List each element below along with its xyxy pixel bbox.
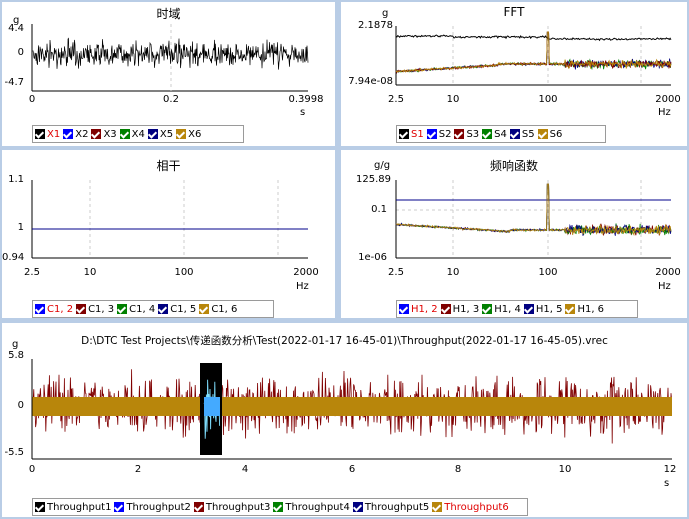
- throughput-panel: D:\DTC Test Projects\传递函数分析\Test(2022-01…: [2, 323, 687, 517]
- time-ytick: 4.4: [8, 23, 24, 34]
- coh-xtick: 100: [174, 267, 194, 278]
- coh-ytick: 1.1: [8, 174, 24, 185]
- frf-xtick: 2000: [655, 267, 681, 278]
- legend-item[interactable]: S1: [399, 129, 424, 140]
- fft-plot: [395, 26, 672, 86]
- time-xtick: 0: [28, 94, 36, 105]
- throughput-xtick: 6: [348, 464, 356, 475]
- legend-item[interactable]: Throughput6: [432, 502, 509, 513]
- legend-item[interactable]: X1: [35, 129, 60, 140]
- coh-ytick: 1: [17, 222, 24, 233]
- throughput-legend: Throughput1 Throughput2 Throughput3 Thro…: [32, 498, 528, 516]
- throughput-xtick: 2: [134, 464, 142, 475]
- time-ytick: 0: [17, 47, 24, 58]
- time-unit-y: g: [13, 15, 20, 26]
- coh-xtick: 10: [83, 267, 97, 278]
- fft-xtick: 2000: [655, 94, 681, 105]
- legend-item[interactable]: X5: [147, 129, 173, 140]
- throughput-ytick: 5.8: [8, 350, 24, 361]
- fft-xtick: 10: [446, 94, 460, 105]
- coh-xtick: 2000: [293, 267, 319, 278]
- legend-item[interactable]: X2: [63, 129, 88, 140]
- frf-x-unit: Hz: [658, 281, 671, 292]
- frf-panel: 频响函数 g/g 125.89 0.1 1e-06 2.5 10 100 200…: [341, 150, 687, 318]
- throughput-xtick: 10: [558, 464, 572, 475]
- legend-item[interactable]: C1, 4: [117, 304, 155, 315]
- legend-item[interactable]: X4: [119, 129, 145, 140]
- coh-xtick: 2.5: [24, 267, 40, 278]
- legend-item[interactable]: Throughput1: [35, 502, 111, 513]
- legend-item[interactable]: Throughput4: [273, 502, 350, 513]
- frf-xtick: 10: [446, 267, 460, 278]
- coherence-panel: 相干 1.1 1 0.94 2.5 10 100 2000 Hz C1, 2 C…: [2, 150, 335, 318]
- throughput-unit-y: g: [12, 339, 19, 350]
- coherence-plot: [31, 180, 308, 259]
- frf-title: 频响函数: [489, 159, 538, 173]
- legend-item[interactable]: C1, 6: [199, 304, 237, 315]
- fft-title: FFT: [503, 5, 525, 19]
- time-plot: [31, 24, 309, 92]
- legend-item[interactable]: H1, 4: [482, 304, 521, 315]
- fft-ytick: 7.94e-08: [348, 76, 393, 87]
- throughput-xtick: 4: [241, 464, 249, 475]
- throughput-xtick: 12: [663, 464, 677, 475]
- legend-item[interactable]: X6: [176, 129, 201, 140]
- throughput-xtick: 0: [28, 464, 36, 475]
- legend-item[interactable]: C1, 3: [76, 304, 114, 315]
- legend-item[interactable]: C1, 5: [158, 304, 196, 315]
- frf-legend: H1, 2 H1, 3 H1, 4 H1, 5 H1, 6: [396, 300, 638, 318]
- legend-item[interactable]: H1, 5: [523, 304, 562, 315]
- time-domain-panel: 时域 g 4.4 0 -4.7 0 0.2 0.3998 s X1 X2 X3 …: [2, 2, 335, 146]
- legend-item[interactable]: S6: [537, 129, 562, 140]
- fft-ytick: 2.1878: [358, 20, 393, 31]
- fft-legend: S1 S2 S3 S4 S5 S6: [396, 125, 606, 143]
- throughput-plot: [31, 359, 672, 460]
- fft-x-unit: Hz: [658, 107, 671, 118]
- legend-item[interactable]: H1, 2: [399, 304, 438, 315]
- legend-item[interactable]: S5: [509, 129, 535, 140]
- frf-ytick: 125.89: [356, 174, 391, 185]
- throughput-xtick: 8: [454, 464, 462, 475]
- legend-item[interactable]: H1, 3: [440, 304, 479, 315]
- time-ytick: -4.7: [4, 77, 24, 88]
- throughput-ytick: -5.5: [4, 447, 24, 458]
- coh-x-unit: Hz: [296, 281, 309, 292]
- legend-item[interactable]: H1, 6: [565, 304, 604, 315]
- frf-xtick: 2.5: [388, 267, 404, 278]
- fft-xtick: 100: [538, 94, 558, 105]
- frf-ytick: 1e-06: [358, 252, 387, 263]
- time-x-unit: s: [300, 107, 306, 118]
- coh-title: 相干: [156, 159, 181, 173]
- frf-ytick: 0.1: [371, 204, 387, 215]
- time-title: 时域: [156, 7, 181, 21]
- time-legend: X1 X2 X3 X4 X5 X6: [32, 125, 244, 143]
- throughput-title: D:\DTC Test Projects\传递函数分析\Test(2022-01…: [81, 335, 608, 347]
- frf-plot: [395, 180, 672, 259]
- legend-item[interactable]: Throughput5: [352, 502, 429, 513]
- legend-item[interactable]: C1, 2: [35, 304, 73, 315]
- coh-ytick: 0.94: [2, 252, 25, 263]
- legend-item[interactable]: S3: [454, 129, 479, 140]
- frf-unit-y: g/g: [374, 160, 391, 171]
- legend-item[interactable]: Throughput3: [193, 502, 270, 513]
- legend-item[interactable]: Throughput2: [114, 502, 191, 513]
- frf-xtick: 100: [538, 267, 558, 278]
- legend-item[interactable]: X3: [91, 129, 117, 140]
- legend-item[interactable]: S2: [426, 129, 451, 140]
- fft-xtick: 2.5: [388, 94, 404, 105]
- throughput-ytick: 0: [17, 400, 24, 411]
- time-xtick: 0.2: [163, 94, 179, 105]
- coh-legend: C1, 2 C1, 3 C1, 4 C1, 5 C1, 6: [32, 300, 274, 318]
- fft-panel: FFT g 2.1878 7.94e-08 2.5 10 100 2000 Hz…: [341, 2, 687, 146]
- legend-item[interactable]: S4: [482, 129, 507, 140]
- throughput-x-unit: s: [664, 478, 670, 489]
- fft-unit-y: g: [382, 8, 389, 19]
- time-xtick: 0.3998: [288, 94, 324, 105]
